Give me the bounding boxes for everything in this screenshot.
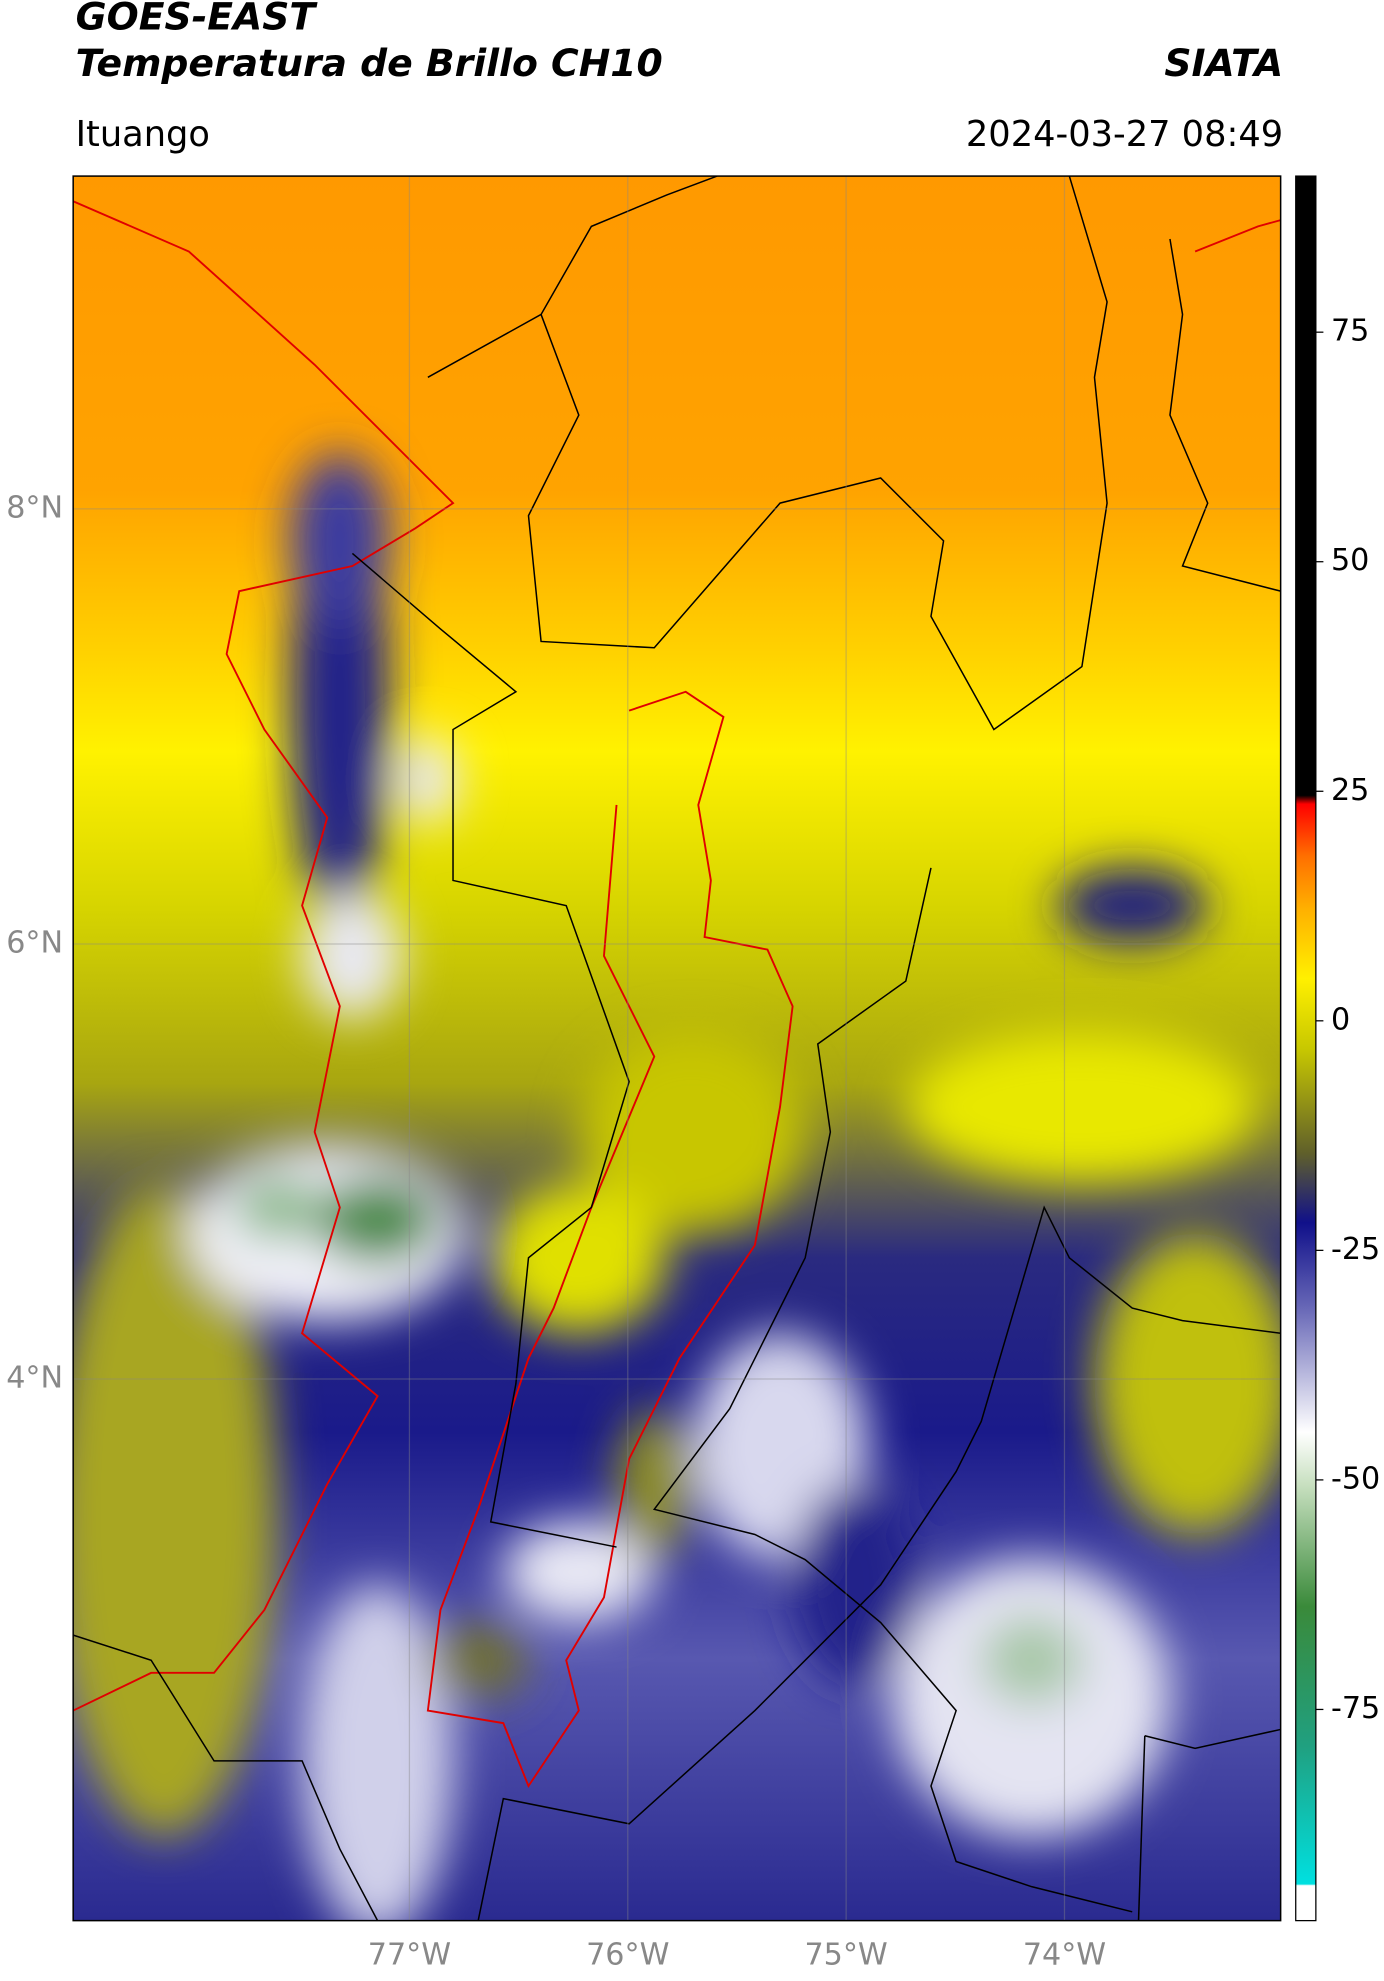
x-tick-label: 75°W bbox=[804, 1937, 887, 1972]
map-frame bbox=[72, 175, 1282, 1922]
colorbar-tick-label: 25 bbox=[1331, 773, 1369, 808]
y-tick-label: 8°N bbox=[6, 490, 63, 525]
colorbar-tick-label: -50 bbox=[1331, 1461, 1380, 1496]
colorbar-tick-label: 50 bbox=[1331, 543, 1369, 578]
y-tick-label: 6°N bbox=[6, 925, 63, 960]
y-tick-label: 4°N bbox=[6, 1360, 63, 1395]
colorbar bbox=[1295, 175, 1317, 1922]
datetime: 2024-03-27 08:49 bbox=[966, 114, 1283, 155]
colorbar-tick-label: 75 bbox=[1331, 314, 1369, 349]
title: GOES-EAST bbox=[76, 0, 319, 38]
colorbar-tick-label: -25 bbox=[1331, 1232, 1380, 1267]
x-tick-label: 76°W bbox=[586, 1937, 669, 1972]
subtitle: Temperatura de Brillo CH10 bbox=[76, 41, 663, 85]
map-image bbox=[73, 176, 1281, 1921]
x-tick-label: 74°W bbox=[1023, 1937, 1106, 1972]
organization: SIATA bbox=[1164, 41, 1283, 85]
location: Ituango bbox=[76, 114, 210, 155]
colorbar-tick-label: 0 bbox=[1331, 1002, 1350, 1037]
colorbar-tick-label: -75 bbox=[1331, 1691, 1380, 1726]
x-tick-label: 77°W bbox=[368, 1937, 451, 1972]
